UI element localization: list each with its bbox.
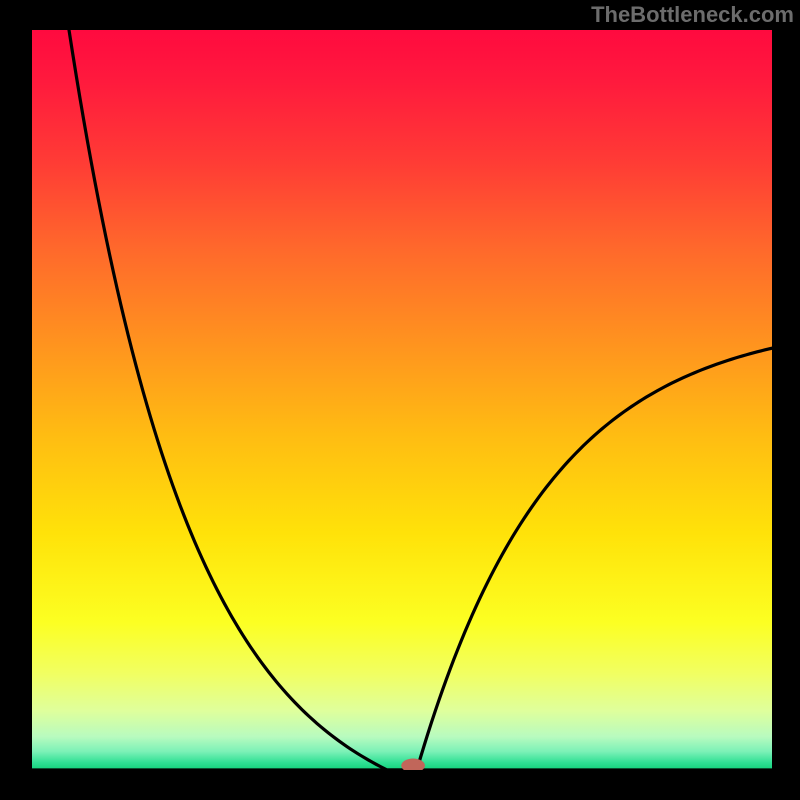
watermark-text: TheBottleneck.com: [591, 2, 794, 28]
bottleneck-curve-chart: [32, 30, 772, 770]
chart-background: [32, 30, 772, 770]
chart-area: [32, 30, 772, 770]
